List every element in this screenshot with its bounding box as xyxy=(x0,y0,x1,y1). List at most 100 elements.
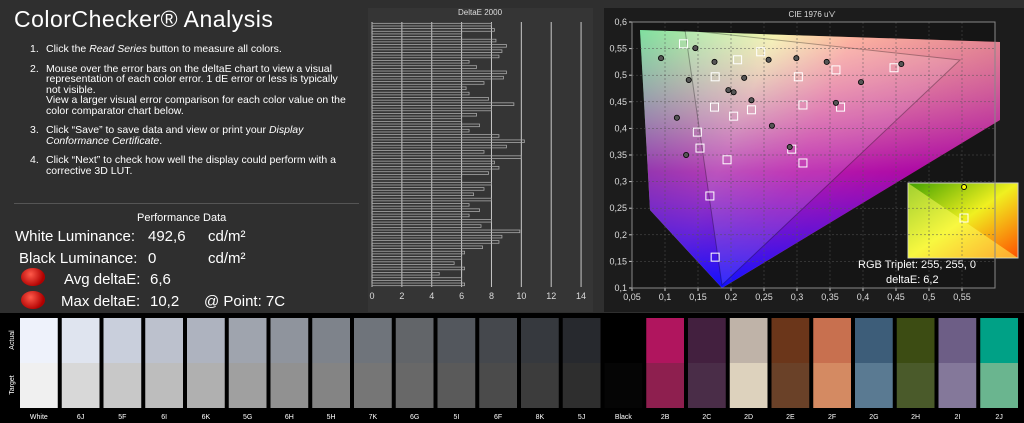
measured-point xyxy=(823,58,830,65)
target-point xyxy=(798,100,808,110)
swatch-label: 2F xyxy=(828,414,836,421)
title: ColorChecker® Analysis xyxy=(14,6,274,32)
gamut-triangle xyxy=(684,29,962,287)
swatch-label: 5I xyxy=(453,414,459,421)
perf-title: Performance Data xyxy=(137,212,227,224)
bar xyxy=(371,181,492,186)
actual-swatch xyxy=(980,318,1018,363)
measured-point xyxy=(685,76,692,83)
divider xyxy=(14,203,359,204)
instruction-text: Click “Next” to check how well the displ… xyxy=(46,155,350,176)
swatch-label: 2D xyxy=(744,414,753,421)
bar xyxy=(371,86,467,90)
actual-swatch xyxy=(646,318,684,363)
actual-swatch xyxy=(228,318,267,363)
text: button to measure all colors. xyxy=(146,43,282,55)
y-tick-label: 0,1 xyxy=(614,283,627,293)
actual-swatch xyxy=(479,318,517,363)
measured-point xyxy=(858,79,865,86)
bar xyxy=(371,28,495,32)
swatch-label: 2I xyxy=(954,414,960,421)
actual-label: Actual xyxy=(9,330,16,350)
swatch-label: 2C xyxy=(702,414,711,421)
bar xyxy=(371,171,489,175)
target-swatch xyxy=(61,363,100,408)
swatch-label: 6I xyxy=(161,414,167,421)
bar xyxy=(371,91,470,96)
instruction: 3. Click “Save” to save data and view or … xyxy=(30,125,350,146)
swatch-label: White xyxy=(30,414,48,421)
x-tick-label: 6 xyxy=(459,291,464,301)
bar xyxy=(371,245,483,249)
instruction: 2. Mouse over the error bars on the delta… xyxy=(30,63,350,117)
bar xyxy=(371,44,507,48)
target-point xyxy=(831,65,841,75)
target-point xyxy=(705,191,715,201)
bar xyxy=(371,107,492,112)
target-point xyxy=(836,102,846,112)
actual-swatch xyxy=(354,318,392,363)
target-swatch xyxy=(896,363,935,408)
swatch-label: 8K xyxy=(536,414,545,421)
bar xyxy=(371,166,500,170)
swatch-label: 6F xyxy=(494,414,502,421)
target-swatch xyxy=(646,363,684,408)
measured-point xyxy=(786,144,793,151)
target-point xyxy=(889,63,899,73)
instruction-number: 1. xyxy=(30,43,39,55)
bar xyxy=(371,70,507,75)
target-swatch xyxy=(479,363,517,408)
target-swatch xyxy=(20,363,58,408)
inset-target xyxy=(959,213,969,223)
actual-swatch xyxy=(312,318,350,363)
bar xyxy=(371,33,462,37)
measured-point xyxy=(765,56,772,63)
bar xyxy=(371,97,489,101)
bar xyxy=(371,256,462,260)
bar xyxy=(371,134,500,138)
black-unit: cd/m² xyxy=(208,250,246,267)
y-tick-label: 0,25 xyxy=(609,203,627,213)
instruction-number: 3. xyxy=(30,124,39,136)
x-tick-label: 0,55 xyxy=(953,292,971,302)
measured-point xyxy=(741,74,748,81)
bar xyxy=(371,49,503,53)
x-tick-label: 0,3 xyxy=(791,292,804,302)
instructions: 1. Click the Read Series button to measur… xyxy=(30,44,350,185)
x-tick-label: 14 xyxy=(576,291,586,301)
bar xyxy=(371,229,521,234)
bar xyxy=(371,203,470,207)
x-tick-label: 10 xyxy=(516,291,526,301)
bar xyxy=(371,54,500,59)
bar xyxy=(371,128,470,133)
black-value: 0 xyxy=(148,250,157,267)
y-tick-label: 0,3 xyxy=(614,177,627,187)
measured-point xyxy=(768,122,775,129)
inset-delta: deltaE: 6,2 xyxy=(886,274,939,286)
actual-swatch xyxy=(855,318,893,363)
actual-swatch xyxy=(813,318,851,363)
bar xyxy=(371,22,492,27)
x-tick-label: 0 xyxy=(369,291,374,301)
x-tick-label: 0,1 xyxy=(659,292,672,302)
bar-panel xyxy=(368,8,593,312)
target-swatch xyxy=(688,363,726,408)
target-swatch xyxy=(980,363,1018,408)
plot-frame xyxy=(631,21,996,289)
measured-point xyxy=(730,89,737,96)
actual-swatch xyxy=(562,318,601,363)
bar xyxy=(371,102,515,106)
target-swatch xyxy=(813,363,851,408)
avg-label: Avg deltaE: xyxy=(64,271,141,288)
bar xyxy=(371,240,500,244)
swatch-label: 2H xyxy=(911,414,920,421)
measured-point xyxy=(725,87,732,94)
bar xyxy=(371,234,503,239)
target-swatch xyxy=(562,363,601,408)
swatch-label: 6K xyxy=(202,414,211,421)
bar xyxy=(371,65,477,69)
y-tick-label: 0,5 xyxy=(614,70,627,80)
target-point xyxy=(710,252,720,262)
bar xyxy=(371,38,497,43)
swatch-label: 2J xyxy=(995,414,1002,421)
